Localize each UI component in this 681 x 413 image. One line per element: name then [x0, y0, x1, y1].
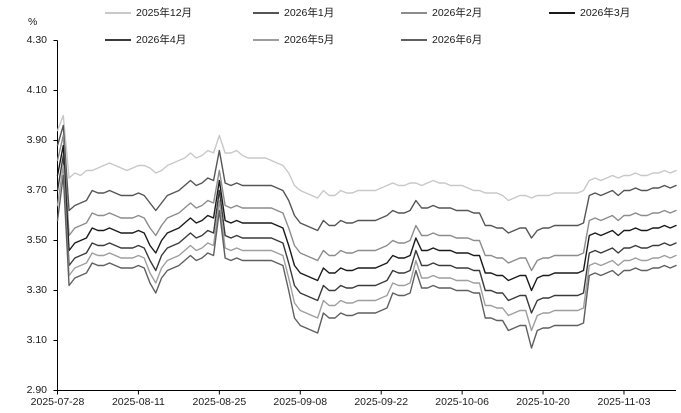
y-tick-label: 3.90 — [26, 134, 47, 146]
series-line-6 — [56, 164, 677, 332]
legend-color-swatch — [401, 39, 427, 41]
x-tick-label: 2025-10-06 — [435, 396, 489, 408]
y-tick-label: 2.90 — [26, 384, 47, 396]
legend-item-5[interactable]: 2026年4月 — [105, 33, 186, 47]
legend-item-label: 2026年6月 — [432, 34, 483, 46]
x-tick-label: 2025-08-25 — [192, 396, 247, 408]
chart-legend: 2025年12月 2026年1月 2026年2月 2026年3月 2026年4月 2026… — [0, 0, 681, 46]
legend-color-swatch — [105, 39, 131, 41]
legend-item-1[interactable]: 2025年12月 — [105, 6, 192, 20]
legend-item-label: 2026年5月 — [284, 34, 335, 46]
series-line-1 — [56, 114, 677, 202]
legend-item-4[interactable]: 2026年3月 — [549, 6, 630, 20]
series-line-3 — [56, 134, 677, 272]
x-tick-label: 2025-09-22 — [354, 396, 409, 408]
legend-color-swatch — [253, 39, 279, 41]
y-axis-unit-label: % — [28, 16, 38, 28]
y-tick-label: 4.10 — [26, 84, 47, 96]
x-tick-label: 2025-10-20 — [516, 396, 570, 408]
y-tick-label: 3.10 — [26, 334, 47, 346]
legend-item-label: 2026年4月 — [136, 34, 187, 46]
x-tick-label: 2025-08-11 — [111, 396, 165, 408]
series-line-4 — [56, 144, 677, 292]
legend-item-label: 2026年1月 — [284, 7, 335, 19]
legend-color-swatch — [549, 12, 575, 14]
legend-item-label: 2026年3月 — [580, 7, 631, 19]
legend-color-swatch — [253, 12, 279, 14]
y-tick-label: 3.30 — [26, 284, 47, 296]
y-tick-label: 3.70 — [26, 184, 47, 196]
x-tick-label: 2025-09-08 — [273, 396, 328, 408]
legend-color-swatch — [401, 12, 427, 14]
legend-item-6[interactable]: 2026年5月 — [253, 33, 334, 47]
axis-lines — [57, 40, 676, 391]
legend-item-2[interactable]: 2026年1月 — [253, 6, 334, 20]
y-tick-label: 3.50 — [26, 234, 47, 246]
y-tick-label: 4.30 — [26, 34, 47, 46]
legend-item-3[interactable]: 2026年2月 — [401, 6, 482, 20]
x-tick-label: 2025-07-28 — [30, 396, 85, 408]
series-line-7 — [56, 174, 677, 349]
legend-item-7[interactable]: 2026年6月 — [401, 33, 482, 47]
legend-item-label: 2025年12月 — [136, 7, 193, 19]
series-line-5 — [56, 154, 677, 314]
x-tick-label: 2025-11-03 — [597, 396, 651, 408]
legend-item-label: 2026年2月 — [432, 7, 483, 19]
series-line-2 — [56, 124, 677, 239]
legend-color-swatch — [105, 12, 131, 14]
